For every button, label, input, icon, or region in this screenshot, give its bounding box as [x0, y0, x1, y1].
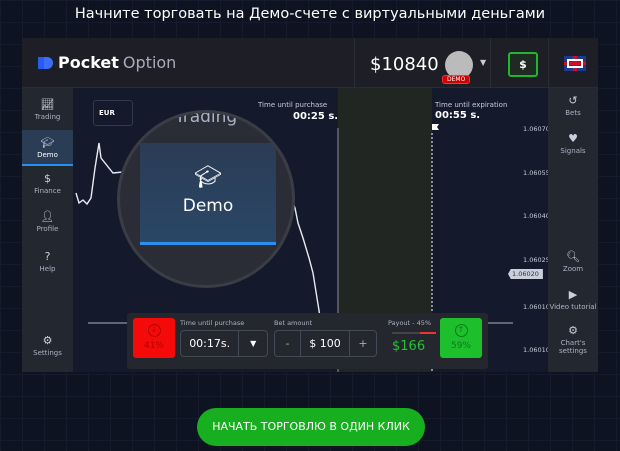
sidebar-label: Profile: [36, 225, 59, 233]
sidebar-label: Demo: [37, 151, 58, 159]
headline: Начните торговать на Демо-счете с виртуа…: [74, 6, 546, 22]
logo[interactable]: Pocket Option: [38, 53, 176, 72]
time-label: Time until purchase: [180, 319, 245, 327]
divider: [490, 38, 491, 88]
sidebar-item-demo[interactable]: 🎓︎ Demo: [22, 130, 73, 166]
logo-text-bold: Pocket: [58, 53, 119, 72]
sidebar-item-profile[interactable]: 👤︎ Profile: [22, 210, 73, 233]
heart-icon: ♥: [568, 132, 578, 145]
search-icon: 🔍︎: [566, 250, 580, 263]
video-icon: ▶: [568, 288, 578, 301]
y-tick: 1.06010: [523, 303, 550, 311]
payout-bar: [392, 332, 436, 334]
sell-button[interactable]: ↓ 41%: [133, 318, 175, 358]
magnifier-callout: Trading 🎓︎ Demo: [120, 113, 292, 285]
right-sidebar: ↺ Bets ♥ Signals 🔍︎ Zoom ▶ Video tutorial ⚙ C…: [548, 88, 598, 372]
time-value[interactable]: 00:17s.: [181, 331, 240, 356]
down-percent: 41%: [143, 341, 164, 351]
flag-icon: [432, 124, 439, 130]
arrow-down-icon: ↓: [147, 324, 161, 337]
y-tick: 1.06040: [523, 212, 550, 220]
history-icon: ↺: [568, 94, 578, 107]
sidebar-item-zoom[interactable]: 🔍︎ Zoom: [548, 250, 598, 273]
sidebar-label: Settings: [33, 349, 62, 357]
plus-button[interactable]: +: [358, 337, 368, 350]
deposit-button[interactable]: $: [508, 52, 538, 77]
y-tick: 1.06070: [523, 125, 550, 133]
bet-stepper[interactable]: - $ 100 +: [274, 330, 377, 357]
sidebar-item-help[interactable]: ? Help: [22, 250, 73, 273]
sidebar-label: Bets: [565, 109, 581, 117]
sidebar-label: Trading: [34, 113, 61, 121]
logo-text-light: Option: [122, 53, 177, 72]
header: Pocket Option $10840 DEMO ▼ $: [22, 38, 598, 88]
sidebar-item-chart-settings[interactable]: ⚙ Chart's settings: [548, 324, 598, 355]
magnified-demo-label: Demo: [182, 196, 234, 216]
sidebar-label: Help: [39, 265, 56, 273]
sidebar-item-settings[interactable]: ⚙ Settings: [22, 334, 73, 357]
sidebar-item-trading[interactable]: 📈︎ Trading: [22, 94, 73, 128]
payout-label: Payout - 45%: [388, 319, 432, 327]
app-window: Pocket Option $10840 DEMO ▼ $ 📈︎ Trading 🎓…: [22, 38, 598, 372]
sidebar-item-video-tutorial[interactable]: ▶ Video tutorial: [548, 288, 598, 311]
left-sidebar: 📈︎ Trading 🎓︎ Demo $ Finance 👤︎ Profile ? Hel…: [22, 88, 73, 372]
minus-button[interactable]: -: [275, 331, 301, 356]
start-trading-button[interactable]: НАЧАТЬ ТОРГОВЛЮ В ОДИН КЛИК: [197, 408, 425, 446]
magnified-demo-item[interactable]: 🎓︎ Demo: [140, 143, 276, 245]
dollar-icon: $: [44, 172, 51, 185]
gears-icon: ⚙: [568, 324, 578, 337]
divider: [548, 38, 549, 88]
demo-badge: DEMO: [442, 75, 471, 84]
graduation-cap-icon: 🎓︎: [40, 136, 55, 149]
divider: [354, 38, 355, 88]
sidebar-label: Signals: [560, 147, 586, 155]
chevron-down-icon[interactable]: ▼: [480, 58, 487, 67]
y-tick: 1.06025: [523, 256, 550, 264]
time-until-purchase: 00:25 s.: [293, 111, 339, 122]
sidebar-label: Zoom: [562, 265, 584, 273]
bet-label: Bet amount: [274, 319, 313, 327]
current-price-tag: 1.06020: [508, 269, 543, 279]
uk-flag-icon[interactable]: [564, 56, 586, 71]
avatar[interactable]: [445, 51, 473, 79]
sidebar-label: Video tutorial: [549, 303, 597, 311]
sidebar-item-bets[interactable]: ↺ Bets: [548, 94, 598, 117]
magnified-trading-label: Trading: [174, 113, 238, 127]
up-percent: 59%: [450, 341, 471, 351]
graduation-cap-icon: 🎓︎: [194, 165, 222, 190]
sidebar-label: Finance: [34, 187, 61, 195]
chevron-down-icon[interactable]: ▼: [250, 339, 257, 348]
sidebar-item-signals[interactable]: ♥ Signals: [548, 132, 598, 155]
y-tick: 1.06010: [523, 346, 550, 354]
user-icon: 👤︎: [40, 210, 55, 223]
time-until-expiration: 00:55 s.: [435, 110, 481, 121]
sidebar-item-finance[interactable]: $ Finance: [22, 172, 73, 195]
gear-icon: ⚙: [42, 334, 53, 347]
logo-icon: [38, 56, 53, 69]
y-tick: 1.06055: [523, 169, 550, 177]
time-selector[interactable]: 00:17s. ▼: [180, 330, 268, 357]
asset-selector[interactable]: EUR: [93, 100, 133, 126]
bet-amount-input[interactable]: $ 100: [301, 331, 350, 356]
chart-line-icon: 📈︎: [40, 98, 55, 111]
time-until-purchase-label: Time until purchase: [258, 101, 328, 109]
sidebar-label: Chart's settings: [559, 339, 587, 355]
trade-panel: ↓ 41% Time until purchase 00:17s. ▼ Bet a…: [127, 313, 488, 369]
buy-button[interactable]: ↑ 59%: [440, 318, 482, 358]
arrow-up-icon: ↑: [454, 324, 468, 337]
payout-value: $166: [392, 339, 426, 354]
question-icon: ?: [44, 250, 51, 263]
time-until-expiration-label: Time until expiration: [435, 101, 508, 109]
balance[interactable]: $10840: [370, 54, 439, 75]
